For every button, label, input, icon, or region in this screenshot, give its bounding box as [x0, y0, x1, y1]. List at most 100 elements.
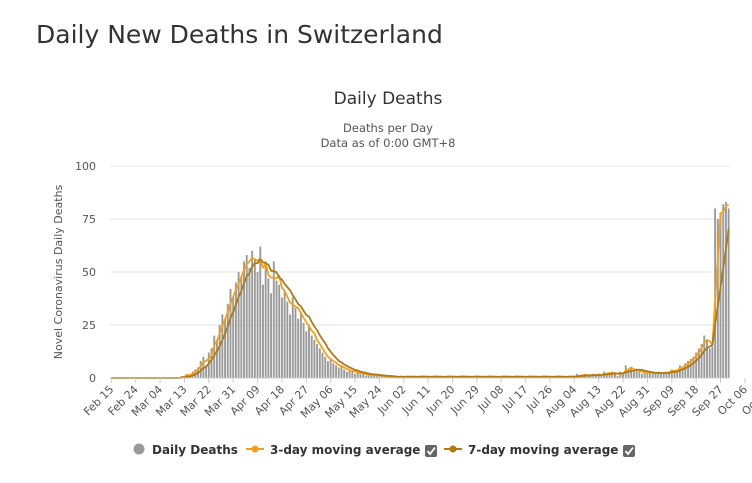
- bar: [689, 358, 692, 378]
- bar: [321, 352, 324, 378]
- legend-dot: [449, 445, 457, 453]
- bar: [370, 375, 373, 378]
- chart-title: Daily Deaths: [334, 89, 443, 109]
- bar: [665, 371, 668, 378]
- bar: [275, 280, 278, 378]
- legend-dot: [251, 445, 259, 453]
- bar: [597, 373, 600, 378]
- bar: [378, 375, 381, 378]
- bar: [243, 261, 245, 378]
- bar: [286, 301, 289, 378]
- page-title: Daily New Deaths in Switzerland: [36, 20, 443, 49]
- bar: [649, 371, 652, 378]
- bar: [245, 255, 248, 378]
- y-tick-label: 0: [89, 372, 96, 385]
- bar: [359, 373, 362, 378]
- bar: [654, 373, 657, 378]
- legend-label: Daily Deaths: [152, 443, 238, 457]
- bar: [364, 375, 367, 378]
- bar: [297, 318, 300, 378]
- bar: [218, 325, 221, 378]
- legend-item-7day-ma[interactable]: 7-day moving average: [444, 443, 635, 457]
- bar: [373, 375, 375, 378]
- bar: [724, 202, 727, 378]
- checkbox-box: [425, 445, 437, 457]
- bar: [651, 373, 654, 378]
- y-tick-label: 25: [82, 319, 96, 332]
- bar: [348, 369, 351, 378]
- bar: [722, 204, 725, 378]
- bar: [716, 219, 719, 378]
- bar: [684, 363, 687, 378]
- bar: [727, 208, 730, 378]
- bar: [668, 371, 671, 378]
- bar: [627, 369, 630, 378]
- bar: [234, 282, 237, 378]
- bar: [302, 322, 305, 378]
- legend-label: 3-day moving average: [270, 443, 420, 457]
- bar: [205, 365, 208, 378]
- circle-icon: [133, 443, 145, 455]
- bar: [310, 335, 313, 378]
- bar: [611, 371, 614, 378]
- bar: [613, 373, 616, 378]
- bar: [367, 373, 370, 378]
- bar: [324, 356, 327, 378]
- bar: [695, 352, 698, 378]
- bar: [643, 371, 646, 378]
- bar: [308, 325, 310, 378]
- bar: [262, 284, 264, 378]
- bar: [660, 373, 662, 378]
- bar: [332, 363, 335, 378]
- bar: [676, 369, 679, 378]
- bar: [313, 339, 316, 378]
- checkbox-7day[interactable]: [623, 445, 635, 457]
- ma7-line: [111, 228, 730, 379]
- y-tick-label: 100: [75, 160, 96, 173]
- bar: [318, 348, 321, 378]
- bar: [210, 348, 213, 378]
- legend-item-daily-deaths[interactable]: Daily Deaths: [133, 443, 238, 457]
- bar: [251, 250, 254, 378]
- bar: [616, 375, 619, 378]
- bar: [224, 318, 227, 378]
- bar: [362, 373, 365, 378]
- bar: [289, 314, 291, 378]
- bar: [221, 314, 224, 378]
- bar: [294, 308, 297, 378]
- bar: [237, 272, 240, 378]
- bar: [226, 303, 229, 378]
- bar: [337, 367, 340, 378]
- checkbox-box: [623, 445, 635, 457]
- moving-average-lines: [111, 204, 730, 379]
- bar: [280, 297, 283, 378]
- bar: [711, 346, 714, 378]
- bar: [215, 339, 218, 378]
- bar: [232, 297, 235, 378]
- bar: [272, 261, 275, 378]
- bar: [700, 344, 703, 378]
- bar: [351, 371, 354, 378]
- y-tick-label: 50: [82, 266, 96, 279]
- bar: [248, 267, 251, 378]
- bar: [264, 261, 267, 378]
- bar: [316, 344, 319, 378]
- bar: [708, 348, 711, 378]
- checkbox-3day[interactable]: [425, 445, 437, 457]
- bar: [589, 375, 592, 378]
- bar: [681, 367, 684, 378]
- bar: [278, 284, 281, 378]
- legend-item-3day-ma[interactable]: 3-day moving average: [246, 443, 437, 457]
- bar: [229, 288, 232, 378]
- bar: [340, 365, 343, 378]
- bar: [687, 361, 689, 378]
- bars: [180, 202, 730, 378]
- bar: [327, 361, 329, 378]
- bar: [632, 371, 635, 378]
- bar: [646, 373, 649, 378]
- bar: [240, 276, 243, 378]
- bar: [343, 369, 346, 378]
- chart-subtitle: Deaths per Day: [343, 121, 433, 135]
- bar: [719, 212, 722, 378]
